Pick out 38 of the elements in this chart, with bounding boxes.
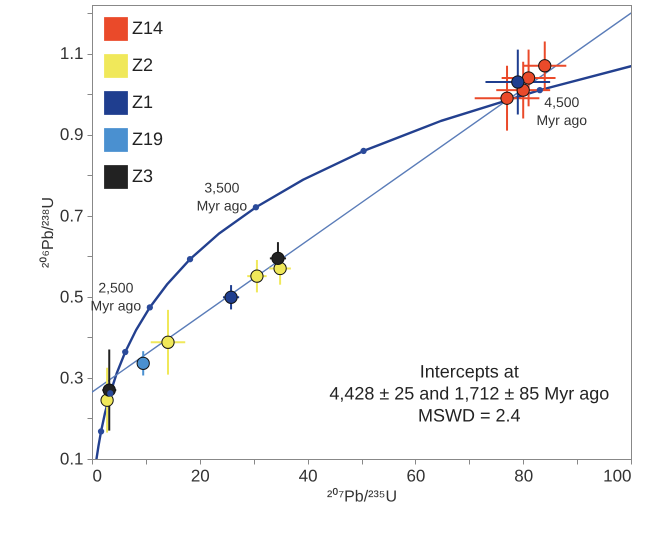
x-axis-title: ²⁰⁷Pb/²³⁵U [327, 488, 397, 506]
point [511, 75, 524, 89]
point [360, 148, 367, 154]
annotation: Intercepts at 4,428 ± 25 and 1,712 ± 85 Myr ago MSWD = 2.4 [329, 362, 610, 426]
point [250, 270, 264, 283]
point [271, 252, 285, 265]
legend-label: Z1 [132, 92, 154, 112]
point [522, 71, 536, 85]
point [224, 290, 238, 304]
annotation: 4,500 Myr ago [536, 94, 588, 128]
y-tick-label: 1.1 [60, 44, 84, 64]
point [536, 86, 543, 94]
point [161, 336, 175, 349]
point [252, 204, 260, 210]
y-tick-label: 0.3 [60, 368, 84, 388]
point [136, 356, 150, 370]
legend-label: Z14 [132, 18, 164, 38]
y-tick-label: 0.9 [60, 125, 84, 144]
y-tick-label: 0.1 [60, 450, 84, 468]
point [122, 348, 128, 356]
point [98, 428, 104, 435]
x-tick-label: 40 [298, 466, 318, 486]
legend-label: Z19 [132, 129, 164, 149]
x-tick-label: 100 [603, 466, 632, 486]
y-tick-label: 0.7 [60, 206, 84, 226]
point [146, 304, 153, 311]
point [186, 256, 194, 262]
legend-label: Z3 [132, 166, 154, 186]
x-tick-label: 0 [92, 466, 102, 486]
x-tick-label: 60 [406, 466, 426, 486]
point [538, 59, 552, 72]
annotation: 3,500 Myr ago [196, 179, 248, 214]
y-tick-label: 0.5 [60, 287, 84, 306]
x-tick-label: 20 [190, 466, 210, 486]
point [500, 92, 514, 105]
x-tick-label: 80 [514, 466, 534, 486]
legend-label: Z2 [132, 55, 154, 75]
y-axis-title: ²⁰⁶Pb/²³⁸U [38, 197, 57, 268]
